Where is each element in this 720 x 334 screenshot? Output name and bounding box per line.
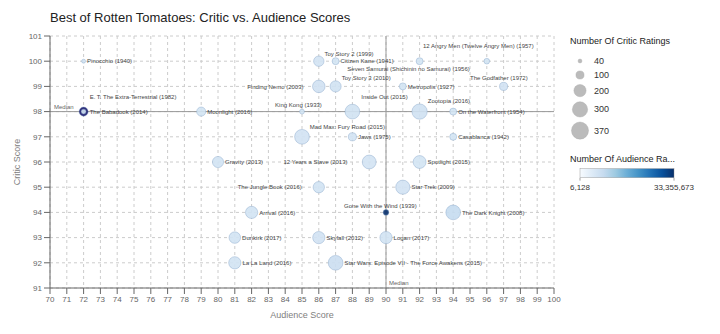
svg-text:98: 98 bbox=[516, 295, 525, 304]
svg-text:The Godfather (1972): The Godfather (1972) bbox=[470, 75, 528, 81]
svg-text:71: 71 bbox=[62, 295, 71, 304]
svg-text:89: 89 bbox=[365, 295, 374, 304]
svg-text:12 Angry Men (Twelve Angry Men: 12 Angry Men (Twelve Angry Men) (1957) bbox=[423, 43, 534, 49]
svg-text:81: 81 bbox=[230, 295, 239, 304]
svg-text:Mad Max: Fury Road (2015): Mad Max: Fury Road (2015) bbox=[310, 124, 385, 130]
svg-text:99: 99 bbox=[33, 82, 42, 91]
svg-text:96: 96 bbox=[482, 295, 491, 304]
svg-text:Zootopia (2016): Zootopia (2016) bbox=[428, 98, 470, 104]
svg-text:95: 95 bbox=[33, 183, 42, 192]
svg-text:94: 94 bbox=[449, 295, 458, 304]
svg-text:92: 92 bbox=[33, 259, 42, 268]
svg-text:Toy Story 3 (2010): Toy Story 3 (2010) bbox=[342, 75, 391, 81]
svg-text:Finding Nemo (2003): Finding Nemo (2003) bbox=[247, 84, 303, 90]
svg-text:Pinocchio (1940): Pinocchio (1940) bbox=[87, 58, 132, 64]
svg-text:Star Trek (2009): Star Trek (2009) bbox=[411, 184, 454, 190]
svg-text:83: 83 bbox=[264, 295, 273, 304]
svg-text:Median: Median bbox=[54, 104, 74, 110]
svg-text:Moonlight (2016): Moonlight (2016) bbox=[207, 109, 252, 115]
svg-text:40: 40 bbox=[594, 56, 604, 66]
svg-text:75: 75 bbox=[130, 295, 139, 304]
svg-text:100: 100 bbox=[594, 70, 609, 80]
svg-text:On the Waterfront (1954): On the Waterfront (1954) bbox=[458, 109, 524, 115]
svg-text:370: 370 bbox=[594, 126, 609, 136]
svg-text:98: 98 bbox=[33, 107, 42, 116]
svg-text:Arrival (2016): Arrival (2016) bbox=[259, 210, 295, 216]
svg-text:96: 96 bbox=[33, 158, 42, 167]
svg-text:85: 85 bbox=[298, 295, 307, 304]
svg-text:The Jungle Book (2016): The Jungle Book (2016) bbox=[238, 184, 302, 190]
svg-text:70: 70 bbox=[46, 295, 55, 304]
svg-text:Spotlight (2015): Spotlight (2015) bbox=[428, 159, 470, 165]
svg-text:87: 87 bbox=[331, 295, 340, 304]
svg-text:Toy Story 2 (1999): Toy Story 2 (1999) bbox=[324, 51, 373, 57]
svg-text:La La Land (2016): La La Land (2016) bbox=[242, 260, 291, 266]
svg-text:The Dark Knight (2008): The Dark Knight (2008) bbox=[462, 210, 524, 216]
svg-text:80: 80 bbox=[214, 295, 223, 304]
svg-text:Seven Samurai (Shichinin no Sa: Seven Samurai (Shichinin no Samurai) (19… bbox=[347, 66, 469, 72]
svg-text:Inside Out (2015): Inside Out (2015) bbox=[361, 94, 407, 100]
svg-text:99: 99 bbox=[533, 295, 542, 304]
svg-text:Casablanca (1942): Casablanca (1942) bbox=[458, 134, 509, 140]
svg-text:Citizen Kane (1941): Citizen Kane (1941) bbox=[341, 58, 394, 64]
svg-text:12 Years a Slave (2013): 12 Years a Slave (2013) bbox=[283, 159, 347, 165]
svg-text:Median: Median bbox=[389, 280, 409, 286]
svg-text:Number Of Critic Ratings: Number Of Critic Ratings bbox=[570, 36, 671, 46]
svg-text:Dunkirk (2017): Dunkirk (2017) bbox=[242, 235, 281, 241]
svg-text:Star Wars: Episode VII - The F: Star Wars: Episode VII - The Force Awake… bbox=[344, 260, 482, 266]
svg-text:Jaws (1975): Jaws (1975) bbox=[358, 134, 391, 140]
svg-text:79: 79 bbox=[197, 295, 206, 304]
svg-text:92: 92 bbox=[415, 295, 424, 304]
svg-text:74: 74 bbox=[113, 295, 122, 304]
svg-text:100: 100 bbox=[29, 57, 43, 66]
svg-text:72: 72 bbox=[79, 295, 88, 304]
svg-text:300: 300 bbox=[594, 104, 609, 114]
svg-text:93: 93 bbox=[33, 233, 42, 242]
svg-text:77: 77 bbox=[163, 295, 172, 304]
svg-text:Skyfall (2012): Skyfall (2012) bbox=[326, 235, 363, 241]
svg-text:73: 73 bbox=[96, 295, 105, 304]
svg-text:Audience Score: Audience Score bbox=[270, 310, 334, 320]
svg-text:Gone With the Wind (1939): Gone With the Wind (1939) bbox=[344, 203, 417, 209]
svg-text:88: 88 bbox=[348, 295, 357, 304]
svg-text:94: 94 bbox=[33, 208, 42, 217]
svg-text:91: 91 bbox=[33, 284, 42, 293]
svg-text:King Kong (1933): King Kong (1933) bbox=[275, 102, 322, 108]
svg-text:78: 78 bbox=[180, 295, 189, 304]
svg-text:Metropolis (1927): Metropolis (1927) bbox=[408, 84, 455, 90]
svg-text:101: 101 bbox=[29, 32, 43, 41]
svg-text:95: 95 bbox=[466, 295, 475, 304]
svg-text:E. T. The Extra-Terrestrial (1: E. T. The Extra-Terrestrial (1982) bbox=[90, 94, 177, 100]
svg-text:91: 91 bbox=[398, 295, 407, 304]
svg-text:Critic Score: Critic Score bbox=[12, 139, 22, 186]
svg-text:97: 97 bbox=[33, 133, 42, 142]
svg-text:93: 93 bbox=[432, 295, 441, 304]
svg-text:The Babadook (2014): The Babadook (2014) bbox=[90, 109, 148, 115]
svg-text:90: 90 bbox=[382, 295, 391, 304]
svg-text:33,355,673: 33,355,673 bbox=[654, 183, 695, 192]
svg-text:82: 82 bbox=[247, 295, 256, 304]
svg-text:200: 200 bbox=[594, 86, 609, 96]
svg-text:6,128: 6,128 bbox=[570, 183, 591, 192]
svg-text:86: 86 bbox=[314, 295, 323, 304]
svg-text:Number Of Audience Ra...: Number Of Audience Ra... bbox=[570, 154, 675, 164]
svg-text:Logan (2017): Logan (2017) bbox=[394, 235, 430, 241]
svg-text:Gravity (2013): Gravity (2013) bbox=[225, 159, 263, 165]
svg-text:84: 84 bbox=[281, 295, 290, 304]
svg-text:97: 97 bbox=[499, 295, 508, 304]
html-text:Best of Rotten Tomatoes: Criti: Best of Rotten Tomatoes: Critic vs. Audi… bbox=[50, 10, 351, 25]
svg-text:76: 76 bbox=[146, 295, 155, 304]
svg-text:100: 100 bbox=[547, 295, 561, 304]
